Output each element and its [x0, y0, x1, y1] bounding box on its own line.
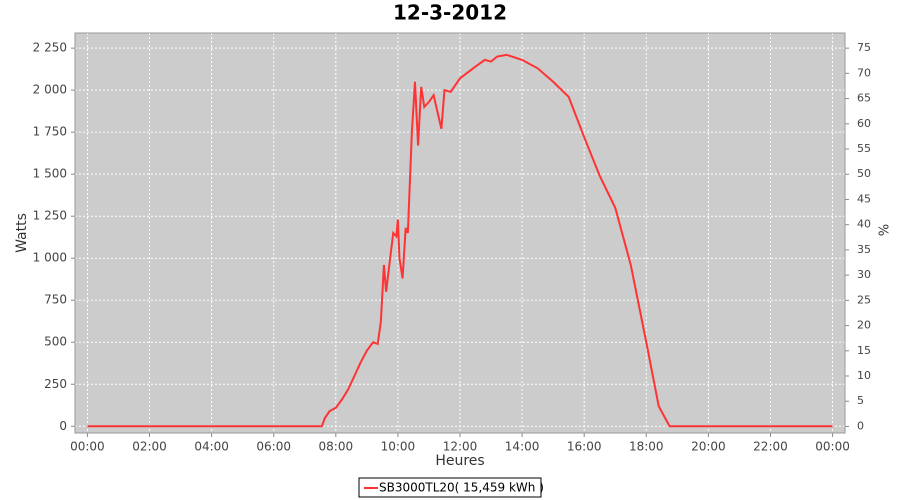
x-tick-label: 06:00 — [256, 440, 291, 454]
y2-tick-label: 60 — [857, 117, 871, 130]
x-tick-label: 02:00 — [132, 440, 167, 454]
y2-tick-label: 15 — [857, 344, 871, 357]
x-tick-label: 22:00 — [753, 440, 788, 454]
legend — [358, 477, 542, 498]
y-tick-label: 1 500 — [33, 167, 67, 181]
y-axis-label: Watts — [14, 213, 30, 253]
x-tick-label: 12:00 — [443, 440, 478, 454]
y-tick-label: 2 250 — [33, 41, 67, 55]
plot-border — [74, 32, 846, 434]
y2-tick-label: 65 — [857, 92, 871, 105]
y-tick-label: 2 000 — [33, 83, 67, 97]
y2-tick-label: 55 — [857, 142, 871, 155]
x-tick-label: 16:00 — [567, 440, 602, 454]
chart-title: 12-3-2012 — [393, 1, 507, 25]
y2-tick-label: 20 — [857, 319, 871, 332]
x-tick-label: 10:00 — [381, 440, 416, 454]
y2-tick-label: 35 — [857, 243, 871, 256]
y-tick-label: 500 — [44, 335, 67, 349]
y2-tick-label: 50 — [857, 167, 871, 180]
x-tick-label: 00:00 — [70, 440, 105, 454]
x-tick-label: 00:00 — [815, 440, 850, 454]
data-line — [87, 53, 833, 428]
y-tick-label: 0 — [59, 419, 67, 433]
y-tick-label: 1 750 — [33, 125, 67, 139]
y2-tick-label: 45 — [857, 192, 871, 205]
y-tick-label: 1 000 — [33, 251, 67, 265]
y-tick-label: 250 — [44, 377, 67, 391]
y2-tick-label: 70 — [857, 66, 871, 79]
y2-axis-label: % — [875, 224, 890, 236]
y-tick-label: 750 — [44, 293, 67, 307]
legend-label: SB3000TL20( 15,459 kWh ) — [379, 481, 544, 495]
y2-tick-label: 0 — [857, 419, 864, 432]
y2-tick-label: 30 — [857, 268, 871, 281]
y-tick-label: 1 250 — [33, 209, 67, 223]
x-tick-label: 04:00 — [194, 440, 229, 454]
x-axis-label: Heures — [435, 453, 484, 469]
x-tick-label: 20:00 — [691, 440, 726, 454]
y2-tick-label: 5 — [857, 394, 864, 407]
x-tick-label: 18:00 — [629, 440, 664, 454]
y2-tick-label: 25 — [857, 293, 871, 306]
y2-tick-label: 40 — [857, 218, 871, 231]
x-tick-label: 14:00 — [505, 440, 540, 454]
x-tick-label: 08:00 — [319, 440, 354, 454]
y2-tick-label: 10 — [857, 369, 871, 382]
y2-tick-label: 75 — [857, 41, 871, 54]
